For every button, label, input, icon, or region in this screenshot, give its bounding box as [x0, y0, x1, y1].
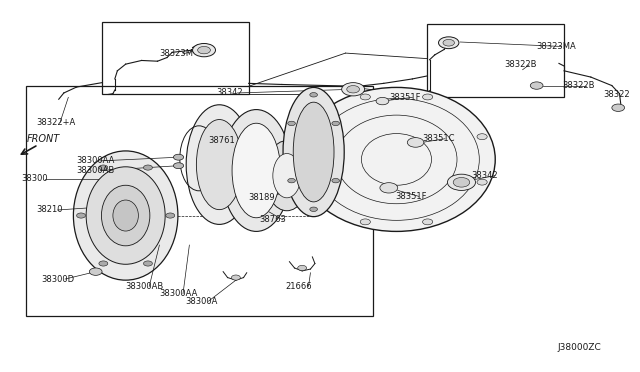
Circle shape	[143, 165, 152, 170]
Bar	[102, 22, 248, 94]
Circle shape	[166, 213, 175, 218]
Ellipse shape	[273, 154, 301, 198]
Circle shape	[360, 94, 371, 100]
Circle shape	[90, 268, 102, 275]
Circle shape	[77, 213, 86, 218]
Text: 38322B: 38322B	[562, 81, 595, 90]
Circle shape	[193, 44, 216, 57]
Text: 38300A: 38300A	[185, 297, 218, 306]
Ellipse shape	[86, 167, 165, 264]
Circle shape	[306, 134, 316, 140]
Circle shape	[288, 121, 296, 126]
Text: 38322: 38322	[604, 90, 630, 99]
Circle shape	[477, 134, 487, 140]
Text: 38342: 38342	[217, 89, 243, 97]
Circle shape	[443, 39, 454, 46]
Ellipse shape	[101, 185, 150, 246]
Ellipse shape	[264, 141, 309, 211]
Circle shape	[447, 174, 476, 190]
Circle shape	[143, 261, 152, 266]
Text: 38210: 38210	[36, 205, 63, 215]
Ellipse shape	[196, 119, 243, 210]
Ellipse shape	[113, 200, 138, 231]
Ellipse shape	[186, 105, 252, 224]
Ellipse shape	[298, 87, 495, 231]
Circle shape	[298, 265, 307, 270]
Ellipse shape	[283, 87, 344, 217]
Circle shape	[342, 83, 365, 96]
Ellipse shape	[74, 151, 178, 280]
Circle shape	[173, 154, 184, 160]
Circle shape	[310, 207, 317, 211]
Text: 38323M: 38323M	[159, 49, 193, 58]
Circle shape	[612, 104, 625, 112]
Circle shape	[376, 97, 389, 105]
Text: 38300D: 38300D	[41, 275, 74, 283]
Circle shape	[360, 219, 371, 225]
Text: 38300AB: 38300AB	[77, 166, 115, 175]
Circle shape	[531, 82, 543, 89]
Ellipse shape	[232, 123, 280, 218]
Text: 38189: 38189	[248, 193, 275, 202]
Circle shape	[332, 179, 340, 183]
Text: 38351F: 38351F	[395, 192, 427, 201]
Text: 38342: 38342	[472, 171, 499, 180]
Text: 38300AA: 38300AA	[77, 156, 115, 166]
Bar	[26, 86, 373, 316]
Circle shape	[422, 94, 433, 100]
Text: J38000ZC: J38000ZC	[557, 343, 601, 352]
Text: 38761: 38761	[209, 137, 236, 145]
Circle shape	[99, 261, 108, 266]
Circle shape	[380, 183, 397, 193]
Circle shape	[173, 163, 184, 169]
Circle shape	[310, 93, 317, 97]
Text: 38300AB: 38300AB	[125, 282, 164, 291]
Circle shape	[438, 37, 459, 49]
Text: 38300: 38300	[22, 174, 49, 183]
Ellipse shape	[293, 102, 334, 202]
Text: 38351F: 38351F	[389, 93, 420, 102]
Ellipse shape	[221, 110, 291, 231]
Circle shape	[477, 179, 487, 185]
Text: 38300AA: 38300AA	[159, 289, 198, 298]
Circle shape	[232, 275, 241, 280]
Text: 38323MA: 38323MA	[537, 42, 577, 51]
Text: 38322B: 38322B	[505, 60, 538, 70]
Text: 21666: 21666	[285, 282, 312, 291]
Bar	[427, 23, 564, 97]
Circle shape	[453, 177, 470, 187]
Circle shape	[306, 179, 316, 185]
Text: 38763: 38763	[259, 215, 286, 224]
Text: FRONT: FRONT	[27, 134, 60, 144]
Circle shape	[407, 138, 424, 147]
Circle shape	[288, 179, 296, 183]
Circle shape	[332, 121, 340, 126]
Circle shape	[422, 219, 433, 225]
Circle shape	[99, 165, 108, 170]
Text: 38351C: 38351C	[422, 134, 454, 143]
Circle shape	[347, 86, 360, 93]
Circle shape	[198, 46, 211, 54]
Text: 38322+A: 38322+A	[36, 118, 76, 127]
